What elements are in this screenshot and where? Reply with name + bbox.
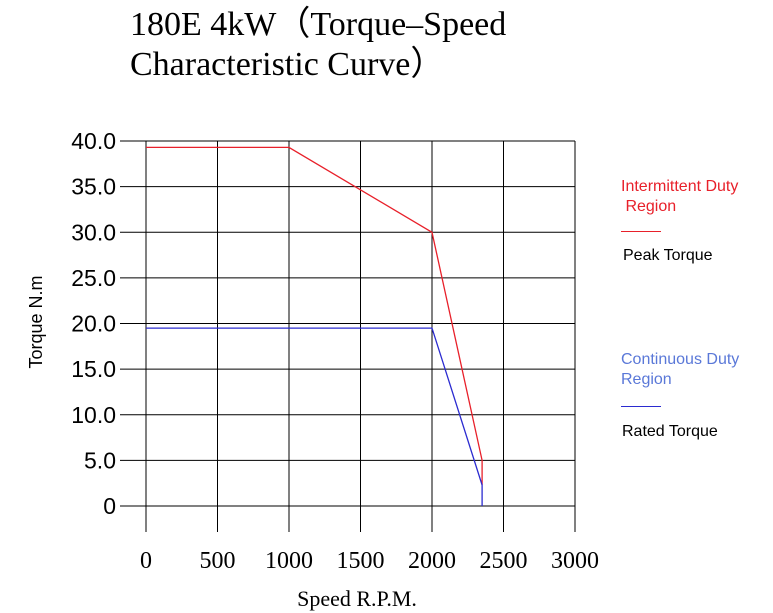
y-tick-label-4: 20.0 [71,311,116,337]
series-line-peak-torque [146,146,483,485]
legend-rated-label: Rated Torque [622,423,718,440]
series-line-rated-torque [146,327,483,506]
x-tick-label-3: 1500 [337,548,385,574]
x-tick-label-0: 0 [140,548,152,574]
grid [120,140,576,532]
x-tick-label-6: 3000 [551,548,599,574]
legend-continuous-region-line-1: Continuous Duty [621,351,740,368]
y-tick-label-6: 30.0 [71,219,116,245]
y-tick-label-8: 40.0 [71,128,116,154]
series-lines [146,146,483,506]
y-tick-label-1: 5.0 [84,447,116,473]
y-axis-label: Torque N.m [26,275,46,368]
y-tick-label-2: 10.0 [71,402,116,428]
x-tick-label-5: 2500 [480,548,528,574]
chart-title-line-2: Characteristic Curve） [130,46,445,83]
legend-intermittent-region-line-2: Region [621,198,677,215]
legend-peak-swatch [621,231,661,232]
legend-continuous-region-line-2: Region [621,371,672,388]
x-tick-label-1: 500 [200,548,236,574]
legend-intermittent-region-line-1: Intermittent Duty [621,178,739,195]
x-axis-label: Speed R.P.M. [297,586,417,611]
tick-labels: 0 500 1000 1500 2000 2500 3000 0 5.0 10.0 15.0 20.0… [71,128,599,574]
chart-title-line-1: 180E 4kW（Torque–Speed [130,6,507,43]
y-tick-label-3: 15.0 [71,356,116,382]
y-tick-label-5: 25.0 [71,265,116,291]
legend-peak-label: Peak Torque [623,247,713,264]
x-tick-label-4: 2000 [408,548,456,574]
x-tick-label-2: 1000 [265,548,313,574]
legend-rated-swatch [621,406,661,407]
y-tick-label-0: 0 [103,493,116,519]
y-tick-label-7: 35.0 [71,174,116,200]
